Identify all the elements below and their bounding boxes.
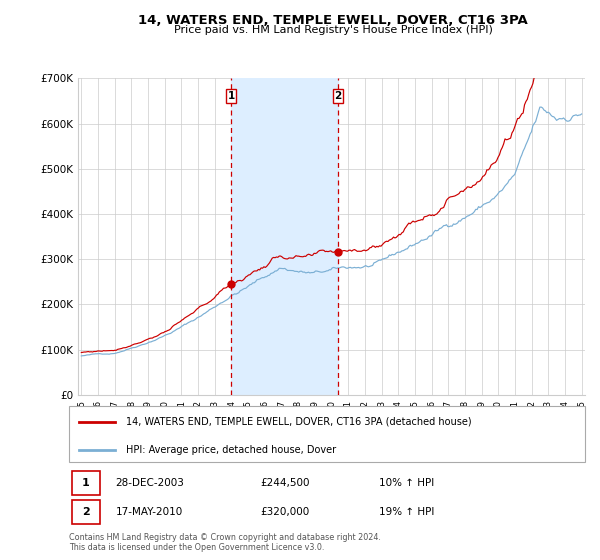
Text: 2: 2 xyxy=(82,507,89,517)
Text: This data is licensed under the Open Government Licence v3.0.: This data is licensed under the Open Gov… xyxy=(69,543,325,552)
Bar xyxy=(231,78,338,395)
Point xyxy=(333,248,343,256)
Text: 14, WATERS END, TEMPLE EWELL, DOVER, CT16 3PA (detached house): 14, WATERS END, TEMPLE EWELL, DOVER, CT1… xyxy=(126,417,472,427)
Text: 17-MAY-2010: 17-MAY-2010 xyxy=(115,507,182,517)
Bar xyxy=(71,500,100,524)
Text: Price paid vs. HM Land Registry's House Price Index (HPI): Price paid vs. HM Land Registry's House … xyxy=(173,25,493,35)
Point xyxy=(226,280,236,289)
Text: 28-DEC-2003: 28-DEC-2003 xyxy=(115,478,184,488)
Text: £320,000: £320,000 xyxy=(260,507,309,517)
Bar xyxy=(71,471,100,495)
Text: Contains HM Land Registry data © Crown copyright and database right 2024.: Contains HM Land Registry data © Crown c… xyxy=(69,533,381,542)
Text: £244,500: £244,500 xyxy=(260,478,310,488)
Text: HPI: Average price, detached house, Dover: HPI: Average price, detached house, Dove… xyxy=(126,445,336,455)
Text: 10% ↑ HPI: 10% ↑ HPI xyxy=(379,478,434,488)
Text: 19% ↑ HPI: 19% ↑ HPI xyxy=(379,507,434,517)
Text: 1: 1 xyxy=(227,91,235,101)
Text: 14, WATERS END, TEMPLE EWELL, DOVER, CT16 3PA: 14, WATERS END, TEMPLE EWELL, DOVER, CT1… xyxy=(138,14,528,27)
Text: 2: 2 xyxy=(334,91,341,101)
Text: 1: 1 xyxy=(82,478,89,488)
